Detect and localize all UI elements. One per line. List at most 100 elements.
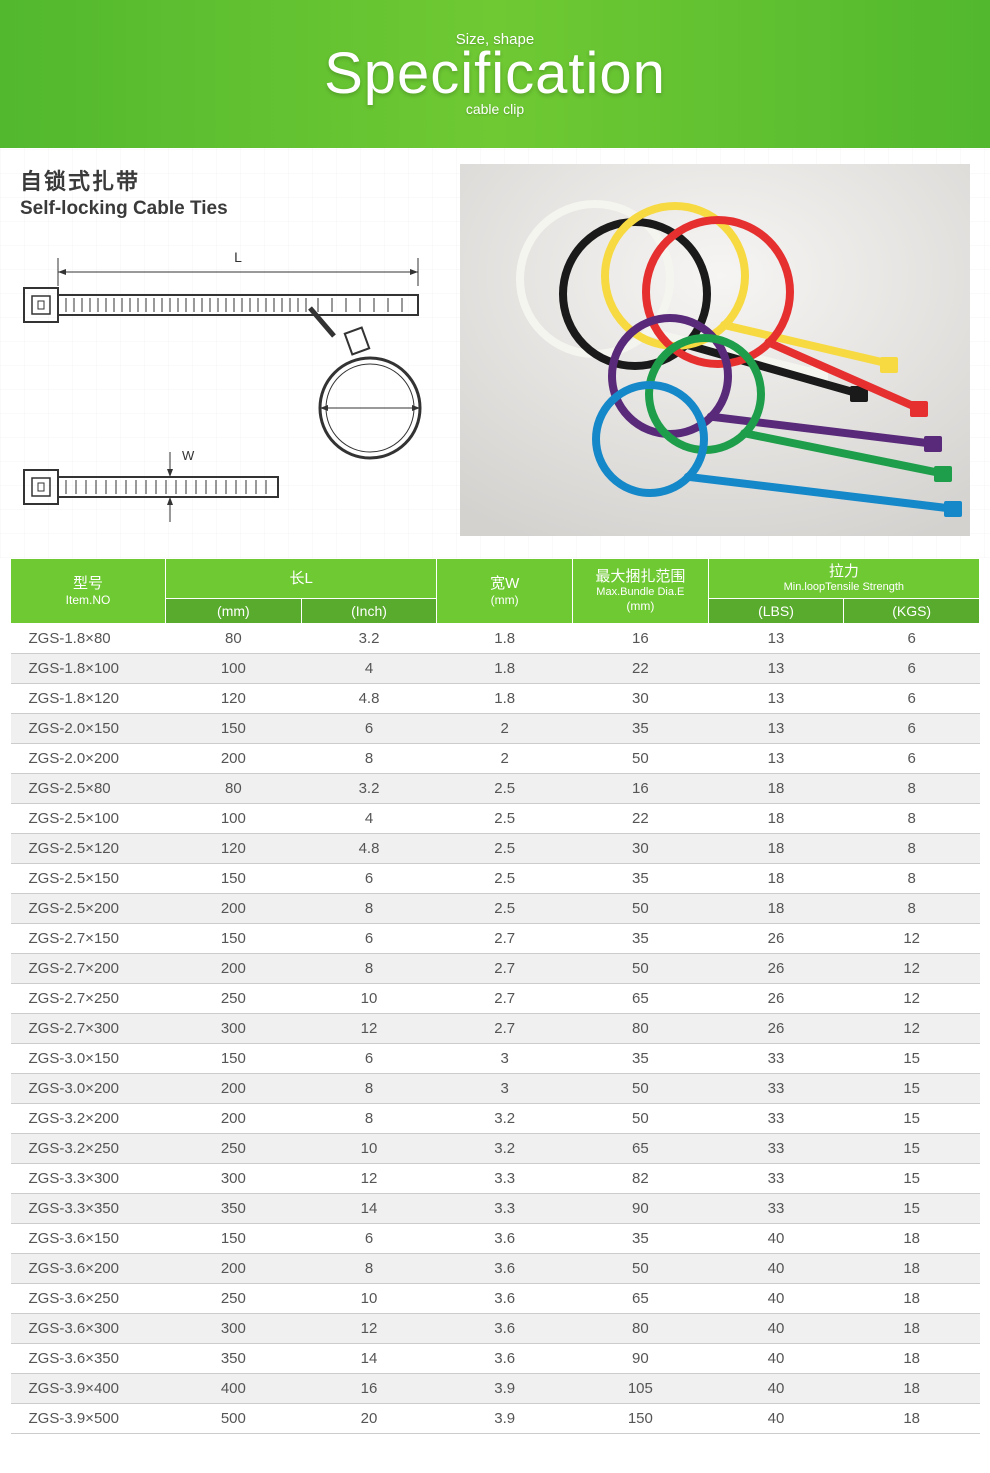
table-cell: 3.2 — [301, 624, 437, 654]
table-cell: 18 — [708, 864, 844, 894]
table-cell: 18 — [708, 804, 844, 834]
mid-section: 自锁式扎带 Self-locking Cable Ties L — [0, 148, 990, 558]
table-cell: 30 — [573, 834, 709, 864]
table-cell: 6 — [301, 1224, 437, 1254]
table-cell: 12 — [844, 954, 980, 984]
table-cell: ZGS-2.7×250 — [11, 984, 166, 1014]
table-row: ZGS-3.3×300300123.3823315 — [11, 1164, 980, 1194]
table-cell: 40 — [708, 1224, 844, 1254]
table-cell: 18 — [708, 774, 844, 804]
table-cell: ZGS-2.0×200 — [11, 744, 166, 774]
table-cell: 12 — [301, 1014, 437, 1044]
table-cell: 2 — [437, 714, 573, 744]
table-cell: ZGS-3.0×150 — [11, 1044, 166, 1074]
table-cell: 150 — [573, 1404, 709, 1434]
table-cell: ZGS-1.8×100 — [11, 654, 166, 684]
table-cell: 20 — [301, 1404, 437, 1434]
table-row: ZGS-3.6×300300123.6804018 — [11, 1314, 980, 1344]
table-cell: 80 — [573, 1014, 709, 1044]
table-cell: 18 — [844, 1284, 980, 1314]
table-cell: 200 — [166, 1254, 302, 1284]
table-cell: 80 — [166, 624, 302, 654]
table-cell: ZGS-3.3×300 — [11, 1164, 166, 1194]
table-cell: ZGS-3.6×350 — [11, 1344, 166, 1374]
table-row: ZGS-3.2×20020083.2503315 — [11, 1104, 980, 1134]
th-mm: (mm) — [166, 599, 302, 624]
table-cell: 18 — [708, 894, 844, 924]
table-cell: 13 — [708, 654, 844, 684]
table-row: ZGS-3.2×250250103.2653315 — [11, 1134, 980, 1164]
table-cell: 6 — [844, 654, 980, 684]
table-cell: 12 — [301, 1164, 437, 1194]
table-row: ZGS-3.6×250250103.6654018 — [11, 1284, 980, 1314]
table-cell: 8 — [844, 804, 980, 834]
table-cell: 65 — [573, 1284, 709, 1314]
table-cell: 8 — [844, 774, 980, 804]
th-bundle: 最大捆扎范围 Max.Bundle Dia.E (mm) — [573, 559, 709, 624]
table-cell: 65 — [573, 1134, 709, 1164]
table-cell: 15 — [844, 1104, 980, 1134]
table-cell: 6 — [301, 864, 437, 894]
table-cell: 26 — [708, 924, 844, 954]
table-cell: 300 — [166, 1014, 302, 1044]
table-cell: 4.8 — [301, 684, 437, 714]
table-row: ZGS-1.8×10010041.822136 — [11, 654, 980, 684]
table-cell: 2.7 — [437, 924, 573, 954]
table-cell: 6 — [844, 714, 980, 744]
table-cell: 200 — [166, 1104, 302, 1134]
table-cell: 30 — [573, 684, 709, 714]
table-cell: ZGS-2.5×100 — [11, 804, 166, 834]
table-cell: 82 — [573, 1164, 709, 1194]
th-inch: (Inch) — [301, 599, 437, 624]
table-cell: 3.6 — [437, 1254, 573, 1284]
table-cell: 8 — [844, 894, 980, 924]
table-cell: ZGS-3.6×300 — [11, 1314, 166, 1344]
table-cell: 350 — [166, 1194, 302, 1224]
table-cell: 15 — [844, 1134, 980, 1164]
table-cell: 150 — [166, 1224, 302, 1254]
table-cell: 3.6 — [437, 1224, 573, 1254]
table-cell: 50 — [573, 1104, 709, 1134]
table-row: ZGS-3.6×350350143.6904018 — [11, 1344, 980, 1374]
table-cell: 65 — [573, 984, 709, 1014]
table-row: ZGS-3.0×15015063353315 — [11, 1044, 980, 1074]
table-cell: 8 — [301, 894, 437, 924]
table-cell: 40 — [708, 1374, 844, 1404]
table-cell: 200 — [166, 894, 302, 924]
table-row: ZGS-2.0×1501506235136 — [11, 714, 980, 744]
table-row: ZGS-2.0×2002008250136 — [11, 744, 980, 774]
table-cell: 10 — [301, 984, 437, 1014]
table-cell: ZGS-3.3×350 — [11, 1194, 166, 1224]
table-cell: 400 — [166, 1374, 302, 1404]
table-cell: 18 — [844, 1254, 980, 1284]
table-cell: 120 — [166, 684, 302, 714]
table-cell: 6 — [301, 924, 437, 954]
table-cell: 200 — [166, 744, 302, 774]
table-row: ZGS-2.5×20020082.550188 — [11, 894, 980, 924]
table-cell: 8 — [301, 954, 437, 984]
dim-label-W: W — [182, 448, 195, 463]
table-row: ZGS-3.9×400400163.91054018 — [11, 1374, 980, 1404]
table-cell: 2.5 — [437, 894, 573, 924]
table-cell: ZGS-2.0×150 — [11, 714, 166, 744]
table-row: ZGS-1.8×80803.21.816136 — [11, 624, 980, 654]
table-cell: 150 — [166, 864, 302, 894]
table-row: ZGS-1.8×1201204.81.830136 — [11, 684, 980, 714]
table-cell: 33 — [708, 1164, 844, 1194]
table-cell: 18 — [844, 1374, 980, 1404]
table-cell: 50 — [573, 954, 709, 984]
table-cell: 6 — [844, 624, 980, 654]
table-cell: ZGS-2.7×300 — [11, 1014, 166, 1044]
table-cell: 22 — [573, 654, 709, 684]
table-cell: 3 — [437, 1044, 573, 1074]
table-row: ZGS-3.6×15015063.6354018 — [11, 1224, 980, 1254]
table-cell: 8 — [844, 864, 980, 894]
th-item: 型号 Item.NO — [11, 559, 166, 624]
table-cell: 200 — [166, 954, 302, 984]
table-cell: 8 — [301, 1074, 437, 1104]
spec-banner: Size, shape Specification cable clip — [0, 0, 990, 148]
table-cell: 15 — [844, 1074, 980, 1104]
table-cell: 80 — [573, 1314, 709, 1344]
table-row: ZGS-2.5×80803.22.516188 — [11, 774, 980, 804]
table-cell: ZGS-1.8×120 — [11, 684, 166, 714]
